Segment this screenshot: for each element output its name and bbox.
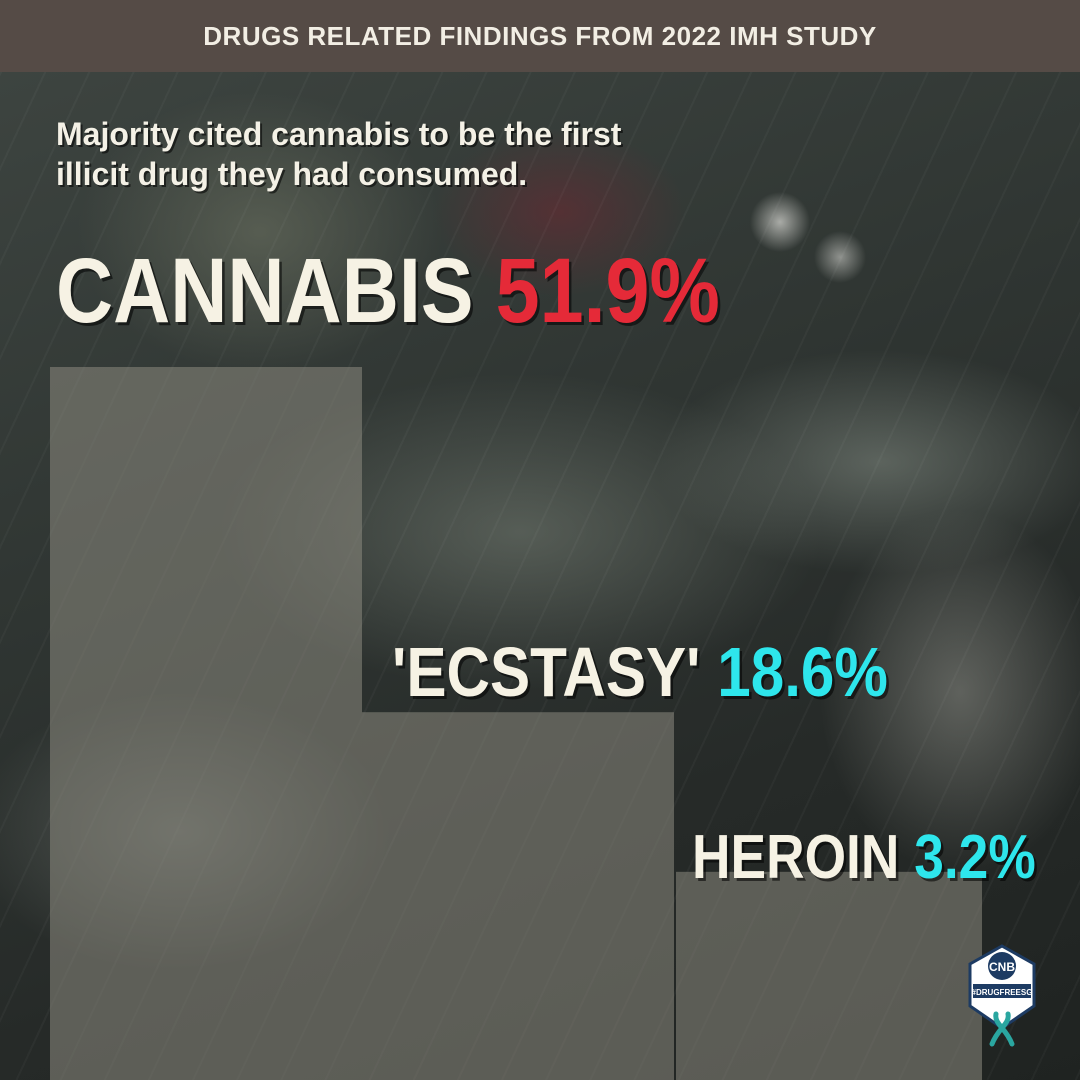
header-title: DRUGS RELATED FINDINGS FROM 2022 IMH STU…: [203, 20, 877, 51]
chart-subtitle: Majority cited cannabis to be the first …: [56, 114, 696, 194]
subtitle-line-1: Majority cited cannabis to be the first: [56, 116, 622, 152]
category-label-ecstasy: 'ECSTASY': [392, 633, 701, 711]
bar-label-heroin: HEROIN 3.2%: [692, 820, 1036, 896]
value-label-ecstasy: 18.6%: [717, 633, 888, 711]
value-label-heroin: 3.2%: [914, 823, 1036, 892]
category-label-cannabis: CANNABIS: [56, 240, 474, 342]
bar-label-ecstasy: 'ECSTASY' 18.6%: [392, 630, 888, 714]
header-banner: DRUGS RELATED FINDINGS FROM 2022 IMH STU…: [0, 0, 1080, 72]
bar-label-cannabis: CANNABIS 51.9%: [56, 236, 720, 346]
category-label-heroin: HEROIN: [692, 823, 900, 892]
badge-org-text: CNB: [989, 960, 1015, 974]
bar-cannabis: [50, 367, 362, 1080]
subtitle-line-2: illicit drug they had consumed.: [56, 156, 528, 192]
cnb-badge-logo: CNB #DRUGFREESG: [968, 944, 1036, 1047]
value-label-cannabis: 51.9%: [495, 240, 720, 342]
badge-tag-text: #DRUGFREESG: [972, 988, 1033, 997]
ribbon-icon: [989, 1011, 1015, 1047]
bar-heroin: [676, 871, 982, 1080]
bar-ecstasy: [362, 712, 674, 1080]
